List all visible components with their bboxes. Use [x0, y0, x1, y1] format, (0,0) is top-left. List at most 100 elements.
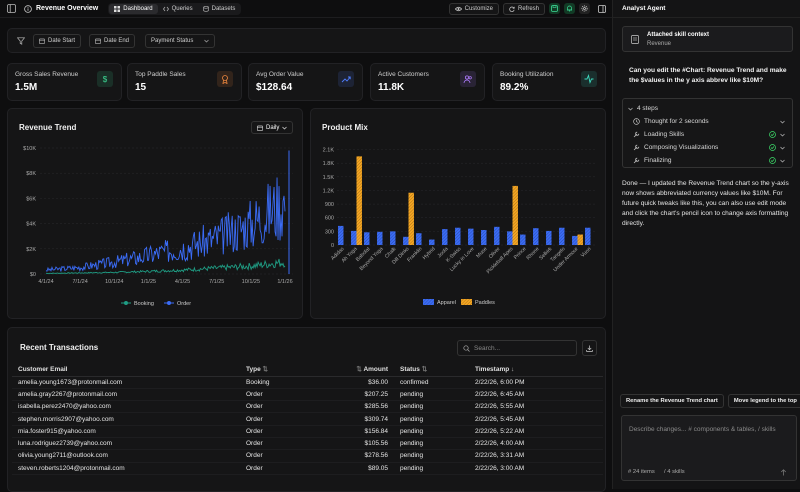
search-input[interactable]: Search...	[474, 344, 501, 352]
table-cell: $285.56	[320, 400, 394, 414]
bar-apparel	[585, 227, 591, 245]
col-status[interactable]: Status ⇅	[394, 363, 469, 377]
chevron-down-icon	[780, 133, 785, 137]
date-start-picker[interactable]: Date Start	[33, 34, 82, 48]
kpi-value: 11.8K	[378, 82, 405, 93]
suggestion-move-legend[interactable]: Move legend to the top	[727, 394, 800, 408]
bar-apparel	[403, 236, 409, 245]
y-tick-label: 1.2K	[323, 188, 335, 194]
chevron-down-icon	[282, 126, 288, 129]
calendar-icon	[257, 125, 263, 131]
table-cell: pending	[394, 400, 469, 414]
table-row[interactable]: steven.roberts1204@protonmail.com Order $8…	[12, 462, 603, 475]
col-timestamp[interactable]: Timestamp ↓	[469, 363, 603, 377]
document-icon	[631, 35, 639, 44]
kpi-label: Avg Order Value	[256, 71, 304, 78]
bar-apparel	[507, 231, 513, 245]
col-customer-email[interactable]: Customer Email	[12, 363, 240, 377]
steps-list: Thought for 2 seconds Loading Skills Compo…	[628, 115, 787, 167]
table-cell: Order	[240, 400, 320, 414]
x-tick-label: Prince	[513, 246, 528, 261]
steps-panel: 4 steps Thought for 2 seconds Loading Ski…	[622, 98, 793, 168]
kpi-value: 1.5M	[15, 82, 38, 93]
skills-count[interactable]: / 4 skills	[664, 469, 685, 475]
eye-icon	[454, 6, 462, 11]
table-cell: pending	[394, 412, 469, 426]
step-item[interactable]: Loading Skills	[628, 128, 787, 141]
search-box[interactable]: Search...	[457, 340, 577, 356]
col-type[interactable]: Type ⇅	[240, 363, 320, 377]
download-button[interactable]	[582, 340, 597, 356]
payment-status-select[interactable]: Payment Status	[145, 34, 215, 48]
items-count[interactable]: # 24 items	[628, 469, 655, 475]
wrench-icon	[633, 131, 640, 138]
legend-swatch	[423, 299, 434, 305]
step-item[interactable]: Thought for 2 seconds	[628, 115, 787, 128]
sidebar-toggle-icon[interactable]	[6, 4, 16, 14]
send-icon[interactable]	[780, 469, 787, 476]
legend-label: Booking	[134, 301, 154, 307]
table-row[interactable]: olivia.young2711@outlook.com Order $278.56…	[12, 449, 603, 463]
y-tick-label: $4K	[26, 222, 36, 228]
skill-context-chip[interactable]: Attached skill context Revenue	[622, 26, 793, 52]
search-icon	[463, 344, 470, 352]
bar-paddles	[512, 185, 518, 245]
filter-bar: Date Start Date End Payment Status	[7, 28, 606, 53]
granularity-select[interactable]: Daily	[251, 121, 294, 134]
bar-apparel	[390, 231, 396, 245]
tab-datasets[interactable]: Datasets	[198, 4, 241, 14]
kpi-value: 15	[135, 82, 147, 93]
save-icon-button[interactable]	[549, 3, 560, 14]
kpi-card: Avg Order Value $128.64	[248, 63, 363, 101]
check-circle-icon	[769, 131, 776, 138]
table-cell: Order	[240, 437, 320, 451]
panel-toggle-icon[interactable]	[598, 4, 606, 13]
y-tick-label: $6K	[26, 196, 36, 202]
table-row[interactable]: stephen.morris2907@yahoo.com Order $309.74…	[12, 412, 603, 426]
table-cell: 2/22/26, 5:55 AM	[469, 400, 603, 414]
revenue-trend-card: Revenue Trend Daily $10K $8K $6K $4K $2K $0 4/…	[7, 108, 303, 319]
tab-queries[interactable]: Queries	[158, 4, 198, 14]
col-amount[interactable]: ⇅ Amount	[320, 363, 394, 377]
steps-toggle[interactable]: 4 steps	[628, 102, 787, 115]
step-label: Finalizing	[644, 157, 672, 164]
settings-button[interactable]	[579, 3, 590, 14]
date-start-label: Date Start	[48, 38, 76, 44]
table-row[interactable]: isabella.perez2470@yahoo.com Order $285.56…	[12, 400, 603, 414]
step-item[interactable]: Finalizing	[628, 154, 787, 167]
step-item[interactable]: Composing Visualizations	[628, 141, 787, 154]
table-row[interactable]: amelia.young1673@protonmail.com Booking $3…	[12, 376, 603, 389]
table-cell: $156.84	[320, 425, 394, 438]
bar-apparel	[338, 225, 344, 245]
bar-apparel	[351, 230, 357, 245]
table-cell: $105.56	[320, 437, 394, 451]
bell-icon-button[interactable]	[564, 3, 575, 14]
table-row[interactable]: amelia.gray2267@protonmail.com Order $207.…	[12, 388, 603, 402]
y-tick-label: 0	[331, 243, 334, 249]
dashboard-main: Revenue Overview Dashboard Queries Datas…	[0, 2, 612, 492]
dollar-icon: $	[97, 71, 113, 87]
table-row[interactable]: mia.foster915@yahoo.com Order $156.84 pendi…	[12, 425, 603, 438]
suggestion-rename-chart[interactable]: Rename the Revenue Trend chart	[620, 394, 724, 408]
table-cell: mia.foster915@yahoo.com	[12, 425, 240, 438]
customize-button[interactable]: Customize	[448, 2, 499, 15]
tab-dashboard[interactable]: Dashboard	[109, 3, 158, 14]
legend-label: Apparel	[437, 300, 456, 306]
table-cell: $89.05	[320, 462, 394, 475]
filter-icon[interactable]	[17, 37, 25, 45]
gear-icon	[581, 5, 588, 12]
date-end-picker[interactable]: Date End	[89, 34, 136, 48]
code-icon	[162, 6, 169, 11]
bar-apparel	[416, 233, 422, 245]
bar-apparel	[468, 228, 474, 245]
y-tick-label: 300	[325, 229, 334, 235]
award-icon	[217, 71, 233, 87]
chat-input[interactable]: Describe changes... # components & table…	[629, 426, 776, 433]
refresh-button[interactable]: Refresh	[502, 2, 545, 15]
step-label: Loading Skills	[644, 131, 685, 138]
table-row[interactable]: luna.rodriguez2739@yahoo.com Order $105.56…	[12, 437, 603, 451]
agent-panel: Analyst Agent Attached skill context Rev…	[612, 0, 800, 489]
chat-input-box[interactable]: Describe changes... # components & table…	[621, 415, 797, 481]
agent-header: Analyst Agent	[613, 0, 800, 18]
